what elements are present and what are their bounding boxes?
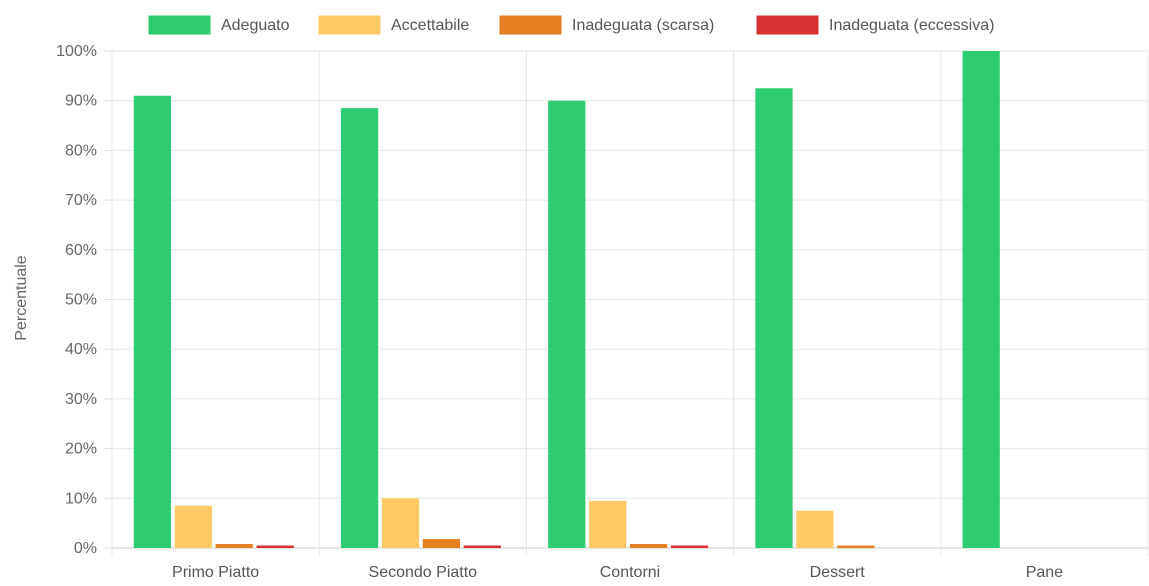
bar-1-3 — [548, 100, 586, 548]
y-axis-ticks: 0% 10% 20% 30% 40% 50% 60% 70% 80% 90% 100% — [56, 43, 97, 557]
bar-3-1 — [215, 544, 253, 548]
y-tick-label: 100% — [56, 43, 97, 60]
legend-swatch-2 — [317, 14, 382, 36]
legend-label-1: Adeguato — [221, 17, 290, 34]
legend-swatch-1 — [147, 14, 212, 36]
legend-swatch-3 — [498, 14, 563, 36]
bars — [133, 51, 1000, 549]
bar-3-4 — [837, 545, 875, 548]
bar-1-1 — [133, 95, 171, 548]
bar-1-2 — [340, 108, 379, 548]
bar-1-4 — [755, 88, 793, 549]
bar-3-2 — [422, 539, 461, 548]
y-tick-label: 40% — [65, 341, 97, 358]
y-tick-label: 20% — [65, 441, 97, 458]
bar-2-2 — [381, 498, 420, 548]
bar-4-3 — [670, 545, 709, 548]
y-tick-label: 30% — [65, 391, 97, 408]
bar-1-5 — [962, 51, 1000, 548]
y-axis-label: Percentuale — [13, 255, 30, 340]
legend-label-2: Accettabile — [391, 17, 469, 34]
y-tick-label: 10% — [65, 490, 97, 507]
x-tick-label: Pane — [1026, 564, 1063, 581]
y-tick-label: 50% — [65, 292, 97, 309]
bar-2-4 — [796, 510, 834, 548]
y-tick-label: 80% — [65, 142, 97, 159]
legend-label-4: Inadeguata (eccessiva) — [829, 17, 994, 34]
y-tick-label: 90% — [65, 93, 97, 110]
bar-2-1 — [174, 505, 212, 548]
bar-2-3 — [589, 500, 627, 548]
legend: Adeguato Accettabile Inadeguata (scarsa) In… — [147, 14, 994, 36]
legend-swatch-4 — [755, 14, 820, 36]
x-axis-ticks: Primo Piatto Secondo Piatto Contorni Desser… — [172, 564, 1063, 581]
bar-3-3 — [630, 544, 668, 548]
y-tick-label: 70% — [65, 192, 97, 209]
x-tick-label: Primo Piatto — [172, 564, 259, 581]
x-tick-label: Secondo Piatto — [369, 564, 478, 581]
x-tick-label: Dessert — [810, 564, 866, 581]
y-tick-label: 0% — [74, 540, 97, 557]
bar-4-2 — [463, 545, 501, 548]
x-tick-label: Contorni — [600, 564, 660, 581]
bar-4-1 — [256, 545, 294, 548]
y-tick-label: 60% — [65, 242, 97, 259]
legend-label-3: Inadeguata (scarsa) — [572, 17, 714, 34]
